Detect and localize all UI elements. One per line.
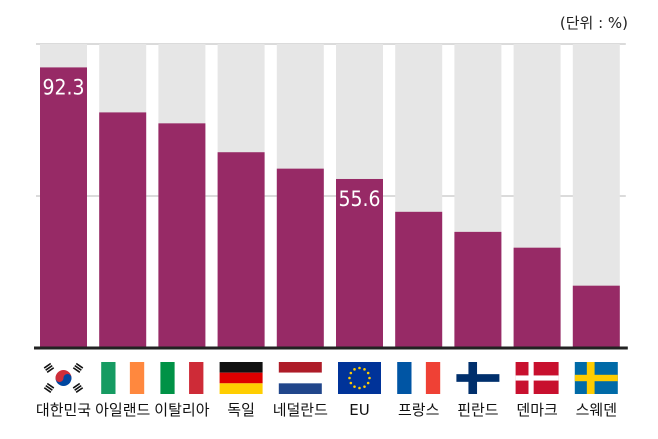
bar-5 xyxy=(276,168,324,348)
data-labels: 92.3 55.6 xyxy=(42,75,380,211)
flag-icons xyxy=(42,362,618,394)
bar-2 xyxy=(99,112,147,349)
category-label: 대한민국 xyxy=(36,401,91,419)
bar-1 xyxy=(40,67,87,349)
sweden-flag-icon xyxy=(574,362,618,394)
category-label: 독일 xyxy=(227,401,255,419)
eu-flag-icon xyxy=(338,362,381,394)
category-label: 프랑스 xyxy=(398,401,440,419)
bar-6 xyxy=(336,178,383,348)
italy-flag-icon xyxy=(160,362,204,394)
category-label: 이탈리아 xyxy=(154,401,209,419)
france-flag-icon xyxy=(397,362,441,394)
netherlands-flag-icon xyxy=(278,362,322,394)
category-label: 네덜란드 xyxy=(273,401,328,419)
data-label: 55.6 xyxy=(338,187,380,211)
bar-9 xyxy=(513,247,561,348)
unit-label: (단위 : %) xyxy=(559,14,628,32)
denmark-flag-icon xyxy=(515,362,559,394)
category-label: 핀란드 xyxy=(457,401,499,419)
category-label: 덴마크 xyxy=(516,401,557,419)
category-label: 스웨덴 xyxy=(576,401,617,419)
category-label: EU xyxy=(349,401,369,419)
bar-3 xyxy=(158,123,206,349)
finland-flag-icon xyxy=(456,362,500,394)
bar-10 xyxy=(572,285,620,348)
data-label: 92.3 xyxy=(42,75,84,99)
korea-flag-icon xyxy=(42,362,85,394)
germany-flag-icon xyxy=(219,362,263,394)
ireland-flag-icon xyxy=(101,362,145,394)
category-labels: 대한민국 아일랜드 이탈리아 독일 네덜란드 EU 프랑스 핀란드 덴마크 스웨덴 xyxy=(36,401,617,419)
category-label: 아일랜드 xyxy=(95,401,150,419)
bar-7 xyxy=(395,211,443,348)
bar-4 xyxy=(217,152,265,348)
data-bars xyxy=(40,67,620,349)
bar-8 xyxy=(454,231,502,348)
